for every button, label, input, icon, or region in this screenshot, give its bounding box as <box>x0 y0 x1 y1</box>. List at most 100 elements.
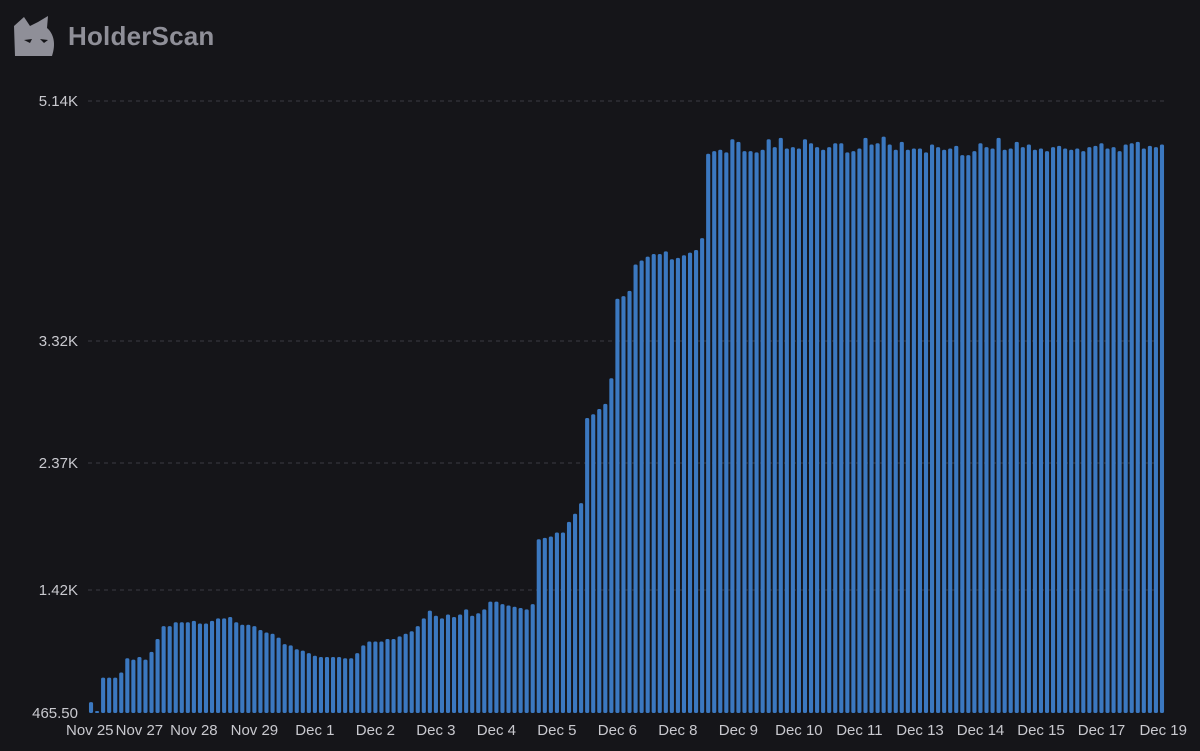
bar[interactable] <box>603 403 608 713</box>
bar[interactable] <box>373 641 378 713</box>
bar[interactable] <box>778 137 783 714</box>
bar[interactable] <box>209 620 215 713</box>
bar[interactable] <box>579 503 584 713</box>
bar[interactable] <box>851 151 856 714</box>
bar[interactable] <box>349 658 354 713</box>
bar[interactable] <box>942 149 947 714</box>
bar[interactable] <box>300 650 305 713</box>
bar[interactable] <box>766 139 771 714</box>
bar[interactable] <box>930 144 935 713</box>
bar[interactable] <box>615 298 620 713</box>
bar[interactable] <box>234 622 239 713</box>
bar[interactable] <box>246 624 251 713</box>
bar[interactable] <box>796 148 801 714</box>
bar[interactable] <box>639 260 644 713</box>
bar[interactable] <box>700 238 705 713</box>
bar[interactable] <box>899 141 904 713</box>
bar[interactable] <box>439 618 445 713</box>
bar[interactable] <box>470 615 475 713</box>
bar[interactable] <box>657 253 662 713</box>
bar[interactable] <box>839 143 844 713</box>
bar[interactable] <box>452 617 457 713</box>
bar[interactable] <box>1002 149 1007 714</box>
bar[interactable] <box>597 409 602 713</box>
bar[interactable] <box>125 658 130 713</box>
bar[interactable] <box>482 609 487 713</box>
bar[interactable] <box>476 613 481 713</box>
bar[interactable] <box>881 136 886 714</box>
bar[interactable] <box>324 657 330 713</box>
bar[interactable] <box>827 147 832 713</box>
bar[interactable] <box>149 651 154 713</box>
bar[interactable] <box>1099 143 1104 713</box>
bar[interactable] <box>270 633 275 713</box>
bar[interactable] <box>506 605 511 713</box>
bar[interactable] <box>101 677 106 713</box>
bar[interactable] <box>1093 145 1098 714</box>
bar[interactable] <box>185 622 190 713</box>
bar[interactable] <box>252 626 257 713</box>
bar[interactable] <box>282 644 287 713</box>
bar[interactable] <box>1129 143 1134 713</box>
bar[interactable] <box>391 638 396 713</box>
bar[interactable] <box>772 147 777 713</box>
bar[interactable] <box>978 143 983 713</box>
bar[interactable] <box>984 147 989 713</box>
bar[interactable] <box>627 290 632 713</box>
bar[interactable] <box>95 711 100 713</box>
bar[interactable] <box>137 657 142 713</box>
bar[interactable] <box>905 149 910 714</box>
bar[interactable] <box>1057 145 1062 714</box>
bar[interactable] <box>712 151 717 714</box>
bar[interactable] <box>427 610 432 713</box>
bar[interactable] <box>893 149 898 714</box>
bar[interactable] <box>669 259 674 713</box>
bar[interactable] <box>554 532 559 713</box>
bar[interactable] <box>179 622 184 713</box>
bar[interactable] <box>536 539 541 713</box>
bar[interactable] <box>294 649 299 713</box>
bar[interactable] <box>754 152 759 713</box>
bar[interactable] <box>948 148 953 714</box>
bar[interactable] <box>718 149 723 714</box>
bar[interactable] <box>445 614 451 713</box>
bar[interactable] <box>318 657 323 713</box>
bar[interactable] <box>560 532 566 713</box>
bar[interactable] <box>415 626 420 713</box>
bar[interactable] <box>500 604 505 713</box>
bar[interactable] <box>1135 141 1140 713</box>
bar[interactable] <box>857 148 862 714</box>
bar[interactable] <box>990 148 995 714</box>
bar[interactable] <box>548 536 553 713</box>
bar[interactable] <box>869 144 874 713</box>
bar[interactable] <box>633 264 638 713</box>
bar[interactable] <box>694 250 699 713</box>
bar[interactable] <box>1026 144 1031 713</box>
bar[interactable] <box>385 638 390 713</box>
bar[interactable] <box>1117 151 1122 714</box>
bar[interactable] <box>833 143 838 713</box>
bar[interactable] <box>1105 148 1110 714</box>
bar[interactable] <box>258 629 263 713</box>
bar[interactable] <box>887 144 892 713</box>
bar[interactable] <box>119 672 124 713</box>
bar[interactable] <box>433 615 438 713</box>
bar[interactable] <box>863 137 868 714</box>
bar[interactable] <box>361 645 366 713</box>
bar[interactable] <box>1032 149 1037 714</box>
bar[interactable] <box>512 606 517 713</box>
bar[interactable] <box>1087 147 1092 713</box>
bar[interactable] <box>706 153 711 713</box>
bar[interactable] <box>1123 144 1128 713</box>
bar[interactable] <box>397 636 402 713</box>
bar[interactable] <box>784 148 789 714</box>
bar[interactable] <box>681 255 687 714</box>
bar[interactable] <box>1075 148 1080 714</box>
bar[interactable] <box>1153 147 1158 713</box>
bar[interactable] <box>197 623 202 714</box>
bar[interactable] <box>621 296 626 713</box>
bar[interactable] <box>367 641 372 713</box>
bar[interactable] <box>760 149 765 714</box>
bar[interactable] <box>808 143 814 713</box>
bar[interactable] <box>355 653 360 713</box>
